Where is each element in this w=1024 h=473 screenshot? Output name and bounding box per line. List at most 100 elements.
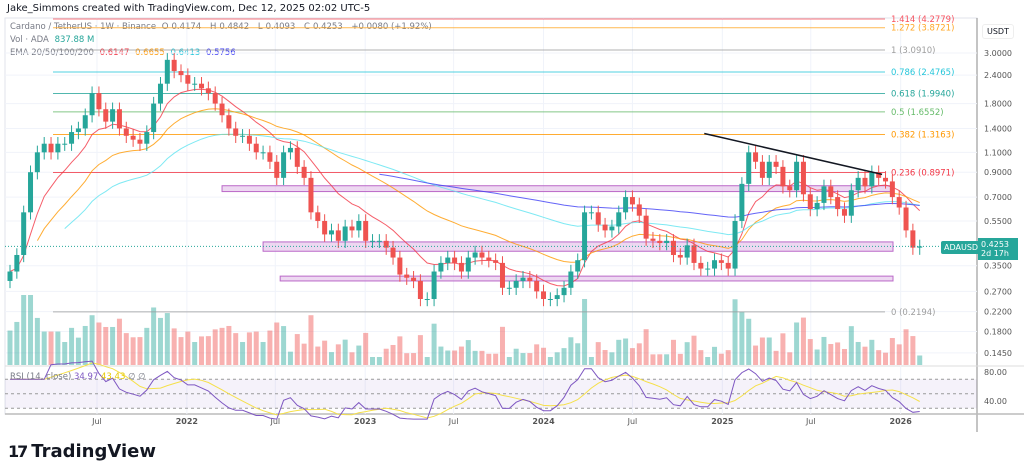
- rsi-value: 34.97: [73, 372, 99, 382]
- candle: [157, 77, 163, 111]
- rsi-label: RSI (14, close): [10, 372, 72, 382]
- candle-body: [103, 109, 109, 122]
- candle-body: [397, 257, 403, 275]
- candle: [212, 86, 218, 111]
- y-tick-label: 0.9000: [984, 168, 1012, 177]
- candle: [240, 129, 246, 143]
- symbol-name: Cardano / TetherUS · 1W · Binance: [10, 22, 157, 32]
- candle: [609, 219, 615, 238]
- candle-body: [199, 83, 205, 89]
- candle: [677, 248, 683, 265]
- volume-bar: [21, 295, 27, 365]
- candle-body: [404, 274, 410, 278]
- candle-body: [308, 177, 314, 213]
- candle: [452, 250, 458, 271]
- x-tick-label: Jul: [448, 417, 459, 426]
- candle-body: [520, 277, 526, 281]
- candle: [192, 77, 198, 91]
- candle: [513, 274, 519, 295]
- volume-bar: [274, 322, 280, 365]
- candle-body: [342, 226, 348, 241]
- candle-body: [739, 183, 745, 221]
- candle: [561, 281, 567, 303]
- volume-bar: [527, 353, 533, 365]
- rsi-legend[interactable]: RSI (14, close) 34.97 43.43 ∅ ∅: [10, 372, 146, 382]
- candle: [96, 86, 102, 117]
- volume-bar: [287, 351, 293, 365]
- candle: [69, 125, 75, 151]
- x-tick-label: Jul: [91, 417, 102, 426]
- candle: [739, 177, 745, 229]
- volume-bar: [301, 343, 307, 365]
- volume-bar: [130, 337, 136, 365]
- volume-bar: [41, 331, 47, 365]
- volume-bar: [34, 317, 40, 365]
- candle-body: [322, 220, 328, 235]
- volume-bar: [219, 327, 225, 365]
- volume-bar: [390, 344, 396, 365]
- candle-body: [712, 260, 718, 269]
- tradingview-logo[interactable]: 17 TradingView: [8, 441, 156, 462]
- trendline: [704, 132, 883, 176]
- volume-bar: [458, 346, 464, 365]
- volume-legend[interactable]: Vol · ADA 837.88 M: [10, 35, 97, 45]
- candle: [835, 190, 841, 217]
- candle: [28, 165, 34, 220]
- y-tick-label: 3.0000: [984, 49, 1012, 58]
- candle-body: [780, 166, 786, 187]
- volume-value: 837.88 M: [54, 35, 95, 45]
- candle-body: [889, 181, 895, 198]
- fib-level-label: 1.272 (3.8721): [891, 24, 954, 34]
- volume-bar: [718, 353, 724, 365]
- candle-body: [246, 135, 252, 144]
- volume-bar: [411, 353, 417, 365]
- volume-bar: [780, 333, 786, 365]
- candle-body: [411, 277, 417, 281]
- candle: [199, 77, 205, 96]
- volume-bar: [315, 346, 321, 365]
- currency-unit[interactable]: USDT: [982, 24, 1014, 39]
- candle: [48, 137, 54, 160]
- candle-body: [130, 135, 136, 140]
- price-change: +0.0080 (+1.92%): [351, 22, 432, 32]
- volume-bar: [862, 346, 868, 365]
- volume-bar: [534, 344, 540, 365]
- candle-body: [773, 161, 779, 167]
- volume-bar: [28, 295, 34, 365]
- y-tick-label: 0.1450: [984, 349, 1012, 358]
- candle: [116, 102, 122, 136]
- candle-body: [164, 59, 170, 84]
- candle: [582, 205, 588, 268]
- candle: [342, 219, 348, 248]
- volume-bar: [89, 315, 95, 365]
- volume-bar: [896, 344, 902, 365]
- volume-bar: [814, 349, 820, 365]
- candle-body: [677, 254, 683, 258]
- candle-body: [212, 93, 218, 104]
- candle-body: [602, 224, 608, 231]
- tradingview-logo-icon: 17: [8, 442, 28, 461]
- candle: [445, 250, 451, 271]
- ohlc-high: H 0.4842: [210, 22, 252, 32]
- fib-level-label: 0.618 (1.9940): [891, 89, 954, 99]
- candle-body: [862, 177, 868, 187]
- fib-level-label: 0.5 (1.6552): [891, 108, 944, 118]
- candle: [588, 205, 594, 220]
- volume-bar: [253, 331, 259, 365]
- candle: [21, 205, 27, 263]
- volume-bar: [670, 339, 676, 365]
- candle: [616, 205, 622, 234]
- volume-bar: [657, 354, 663, 365]
- candle: [253, 137, 259, 160]
- volume-bar: [506, 357, 512, 365]
- candle: [848, 183, 854, 223]
- candle: [205, 81, 211, 101]
- candle: [725, 256, 731, 276]
- candle: [376, 234, 382, 248]
- candle: [814, 196, 820, 217]
- last-price-box: 0.4253 2d 17h: [978, 238, 1018, 260]
- candle: [499, 256, 505, 295]
- candle: [424, 292, 430, 307]
- rsi-tick-label: 80.00: [984, 368, 1007, 377]
